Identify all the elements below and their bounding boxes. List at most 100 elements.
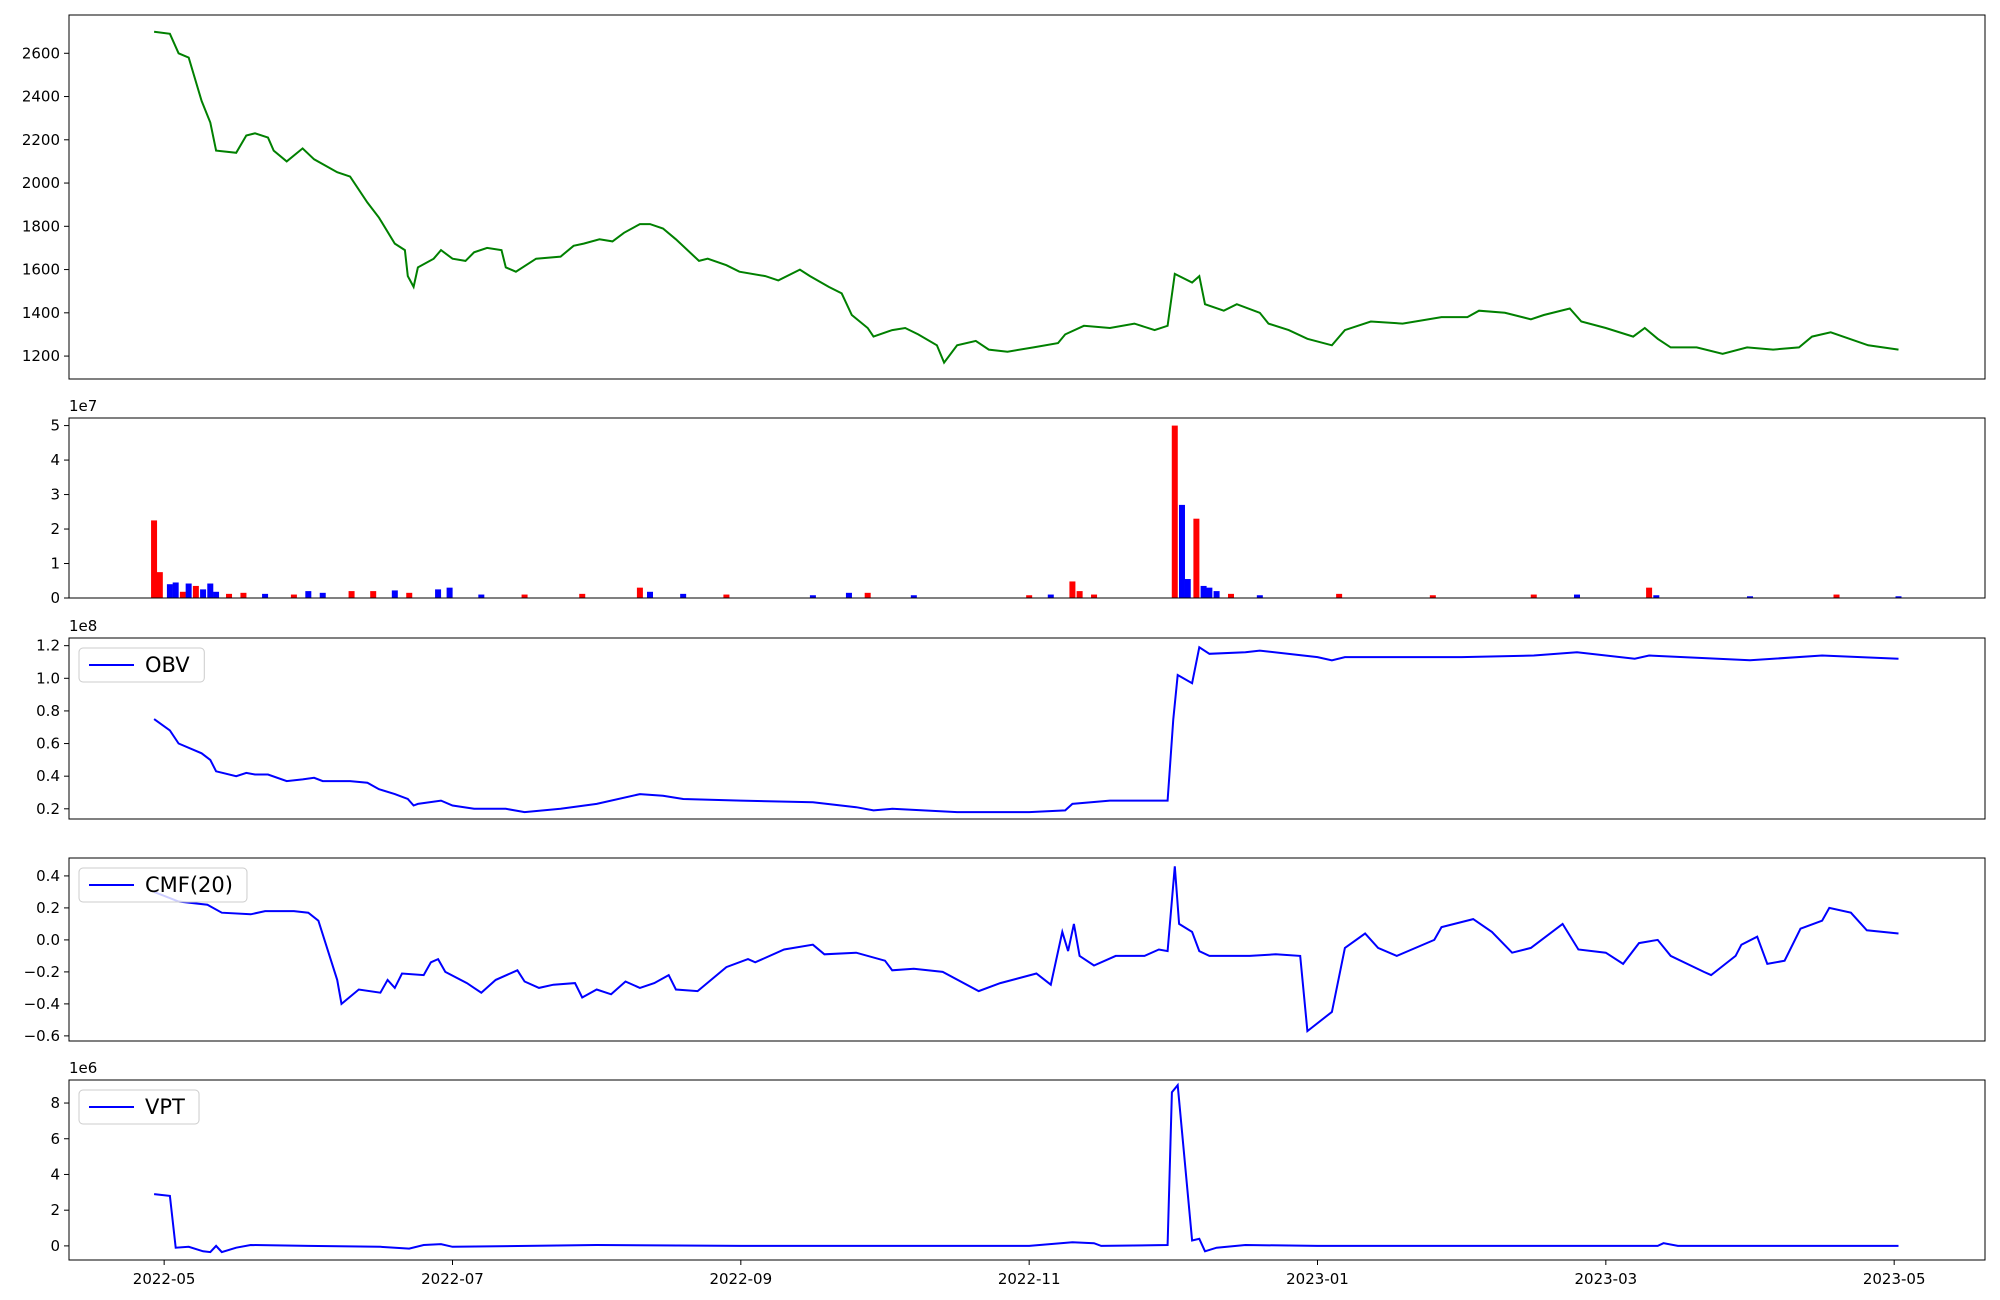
y-tick-label: 4	[50, 1165, 60, 1183]
axes-frame	[68, 417, 1986, 599]
bar	[1646, 587, 1653, 598]
bar	[1178, 504, 1185, 598]
bar	[305, 591, 312, 598]
axes-frame	[68, 637, 1986, 820]
bar	[156, 572, 163, 598]
line	[153, 1082, 1899, 1254]
x-tick-label: 2023-01	[1286, 1270, 1349, 1288]
bar	[406, 592, 413, 598]
bar	[1200, 585, 1207, 598]
bar	[845, 592, 852, 598]
bar	[521, 594, 528, 598]
bar	[1184, 579, 1191, 598]
y-tick-label: 2	[50, 520, 60, 538]
y-tick-label: 1	[50, 555, 60, 573]
bar	[1653, 595, 1660, 598]
bar	[391, 590, 398, 598]
legend-label: VPT	[145, 1095, 185, 1119]
bar	[1895, 596, 1902, 598]
axes-frame	[68, 857, 1986, 1042]
axes-frame	[68, 14, 1986, 380]
bar	[809, 595, 816, 598]
bar	[226, 593, 233, 598]
y-tick-label: 1.0	[36, 669, 60, 687]
y-tick-label: 6	[50, 1130, 60, 1148]
legend-box	[78, 1089, 200, 1125]
bar	[478, 594, 485, 598]
bar	[723, 594, 730, 598]
bar	[446, 587, 453, 598]
bar	[179, 591, 186, 598]
bar	[1193, 518, 1200, 598]
bar	[207, 583, 214, 598]
x-tick-label: 2023-03	[1574, 1270, 1637, 1288]
bar	[1026, 595, 1033, 598]
bar	[579, 593, 586, 598]
bar	[1256, 595, 1263, 598]
y-tick-label: 3	[50, 486, 60, 504]
legend-box	[78, 647, 205, 683]
x-tick-label: 2023-05	[1863, 1270, 1926, 1288]
bar	[646, 591, 653, 598]
y-tick-label: 5	[50, 417, 60, 435]
bar	[319, 592, 326, 598]
bar	[1047, 594, 1054, 598]
bar	[1336, 593, 1343, 598]
axes-frame	[68, 1079, 1986, 1261]
x-tick-label: 2022-09	[709, 1270, 772, 1288]
bar	[1213, 591, 1220, 598]
legend-label: OBV	[145, 653, 190, 677]
y-tick-label: 0.4	[36, 767, 60, 785]
x-tick-label: 2022-05	[133, 1270, 196, 1288]
bar	[910, 595, 917, 598]
bar	[348, 591, 355, 598]
y-tick-label: 8	[50, 1094, 60, 1112]
bar	[1747, 596, 1754, 598]
bar	[435, 589, 442, 598]
bar	[172, 582, 179, 598]
legend-label: CMF(20)	[145, 873, 233, 897]
bar	[1076, 591, 1083, 598]
bar	[290, 594, 297, 598]
offset-label: 1e8	[69, 617, 97, 635]
y-tick-label: 0.2	[36, 899, 60, 917]
y-tick-label: 4	[50, 451, 60, 469]
bar	[1530, 594, 1537, 598]
bar	[370, 591, 377, 598]
y-tick-label: 0.4	[36, 867, 60, 885]
bar	[1227, 593, 1234, 598]
bar	[213, 591, 220, 598]
y-tick-label: 1400	[22, 304, 60, 322]
bar	[1206, 587, 1213, 598]
bar	[185, 583, 192, 598]
bar	[864, 592, 871, 598]
y-tick-label: 0	[50, 1237, 60, 1255]
bar	[680, 593, 687, 598]
y-tick-label: 1600	[22, 261, 60, 279]
y-tick-label: 0.6	[36, 735, 60, 753]
x-tick-label: 2022-07	[421, 1270, 484, 1288]
line	[153, 30, 1899, 365]
bar	[636, 587, 643, 598]
y-tick-label: 1200	[22, 347, 60, 365]
bar	[1069, 581, 1076, 598]
y-tick-label: 2000	[22, 174, 60, 192]
y-tick-label: 0	[50, 589, 60, 607]
y-tick-label: −0.2	[24, 963, 60, 981]
bar	[240, 592, 247, 598]
bar	[200, 589, 207, 598]
bar	[1091, 594, 1098, 598]
y-tick-label: −0.6	[24, 1027, 60, 1045]
y-tick-label: 1800	[22, 217, 60, 235]
y-tick-label: −0.4	[24, 995, 60, 1013]
legend-box	[78, 867, 248, 903]
y-tick-label: 0.8	[36, 702, 60, 720]
bar	[262, 593, 269, 598]
offset-label: 1e6	[69, 1059, 97, 1077]
x-tick-label: 2022-11	[998, 1270, 1061, 1288]
bar	[1833, 594, 1840, 598]
bar	[1429, 595, 1436, 598]
y-tick-label: 2400	[22, 88, 60, 106]
